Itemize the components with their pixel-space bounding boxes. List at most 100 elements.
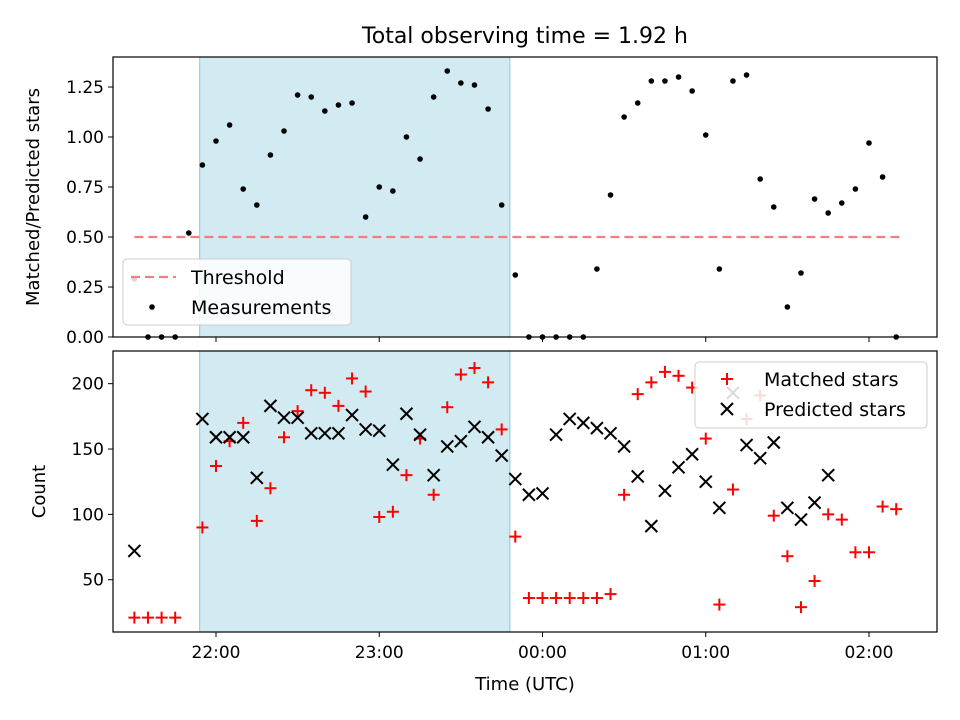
measurement-point xyxy=(662,78,668,84)
matched-point xyxy=(250,514,263,527)
predicted-point xyxy=(685,447,699,461)
matched-point xyxy=(536,592,549,605)
predicted-point xyxy=(358,422,373,437)
predicted-point xyxy=(440,439,454,454)
measurement-point xyxy=(403,134,410,140)
matched-point xyxy=(563,592,576,605)
measurement-point xyxy=(838,200,845,206)
predicted-point xyxy=(426,468,441,482)
predicted-point xyxy=(331,426,346,441)
matched-point xyxy=(808,575,821,588)
measurement-point xyxy=(730,78,736,84)
top-plot-frame xyxy=(112,56,938,338)
y-tick-label: 0.75 xyxy=(66,178,104,198)
matched-point xyxy=(400,469,413,482)
bottom-x-axis: 22:00 23:00 00:00 01:00 02:00 xyxy=(192,632,894,663)
measurement-point xyxy=(213,138,219,144)
matched-point xyxy=(332,399,345,412)
matched-point xyxy=(699,432,712,445)
matched-point xyxy=(577,592,590,605)
predicted-point xyxy=(794,512,808,527)
legend-predicted-swatch xyxy=(720,402,734,416)
matched-point xyxy=(658,365,671,378)
legend-plus-mark xyxy=(721,373,733,385)
predicted-point xyxy=(236,430,250,444)
predicted-point xyxy=(508,472,522,486)
predicted-point xyxy=(467,420,482,434)
measurement-point xyxy=(294,92,301,98)
predicted-point xyxy=(549,427,563,442)
y-tick-label: 200 xyxy=(72,375,104,395)
measurement-point xyxy=(308,94,315,100)
predicted-point xyxy=(345,408,359,422)
measurement-point xyxy=(444,68,451,74)
matched-point xyxy=(386,505,399,518)
measurement-point xyxy=(417,156,423,162)
matched-point xyxy=(441,401,454,414)
measurement-point xyxy=(716,266,723,272)
measurement-point xyxy=(607,192,614,198)
matched-point xyxy=(794,601,807,614)
matched-point xyxy=(726,483,739,496)
predicted-point xyxy=(399,407,414,421)
predicted-point xyxy=(290,410,305,425)
predicted-point xyxy=(304,426,318,441)
matched-point xyxy=(128,611,141,624)
measurement-point xyxy=(458,80,464,86)
predicted-point xyxy=(494,448,509,463)
matched-point xyxy=(278,431,291,444)
predicted-point xyxy=(195,412,210,426)
measurement-point xyxy=(471,82,478,88)
measurement-point xyxy=(512,272,519,278)
y-tick-label: 1.25 xyxy=(66,78,104,98)
measurement-point xyxy=(390,188,396,194)
predicted-point xyxy=(767,435,781,450)
measurement-point xyxy=(798,270,804,276)
matched-point xyxy=(373,510,386,523)
measurement-point xyxy=(743,72,750,78)
legend-threshold-label: Threshold xyxy=(190,267,285,289)
y-tick-label: 0.00 xyxy=(66,328,104,348)
measurement-point xyxy=(594,266,600,272)
measurement-point xyxy=(485,106,491,112)
predicted-point xyxy=(127,544,142,558)
matched-point xyxy=(359,385,372,398)
predicted-point xyxy=(522,488,536,502)
y-tick-label: 0.50 xyxy=(66,228,104,248)
measurement-point xyxy=(199,162,206,168)
matched-point xyxy=(305,384,318,397)
top-panel: 0.00 0.25 0.50 0.75 1.00 1.25 Matched/Predict… xyxy=(23,56,938,348)
matched-point xyxy=(604,588,617,601)
measurement-point xyxy=(675,74,682,80)
legend-matched-label: Matched stars xyxy=(764,369,898,391)
predicted-point xyxy=(821,468,835,482)
x-tick-label: 23:00 xyxy=(355,643,404,663)
predicted-point xyxy=(712,501,727,515)
predicted-point xyxy=(753,451,767,465)
predicted-point xyxy=(644,519,659,533)
matched-point xyxy=(169,611,182,624)
predicted-point xyxy=(222,430,237,444)
matched-point xyxy=(427,488,440,501)
matched-point xyxy=(767,509,780,522)
measurement-point xyxy=(634,100,641,106)
x-axis-label: Time (UTC) xyxy=(474,674,575,695)
matched-point xyxy=(713,598,726,611)
measurement-point xyxy=(430,94,437,100)
measurement-point xyxy=(852,186,859,192)
predicted-point xyxy=(631,469,645,484)
y-tick-label: 100 xyxy=(72,505,104,525)
matched-point xyxy=(631,388,644,401)
predicted-point xyxy=(699,474,713,489)
matched-point xyxy=(210,460,222,473)
predicted-point xyxy=(535,486,550,501)
matched-point xyxy=(454,368,467,381)
measurement-point xyxy=(648,78,655,84)
matched-point xyxy=(318,386,331,399)
top-y-axis: 0.00 0.25 0.50 0.75 1.00 1.25 xyxy=(66,78,113,348)
matched-point xyxy=(522,592,535,605)
measurement-point xyxy=(267,152,274,158)
measurement-point xyxy=(349,100,355,106)
y-tick-label: 0.25 xyxy=(66,278,104,298)
y-tick-label: 50 xyxy=(82,571,104,591)
